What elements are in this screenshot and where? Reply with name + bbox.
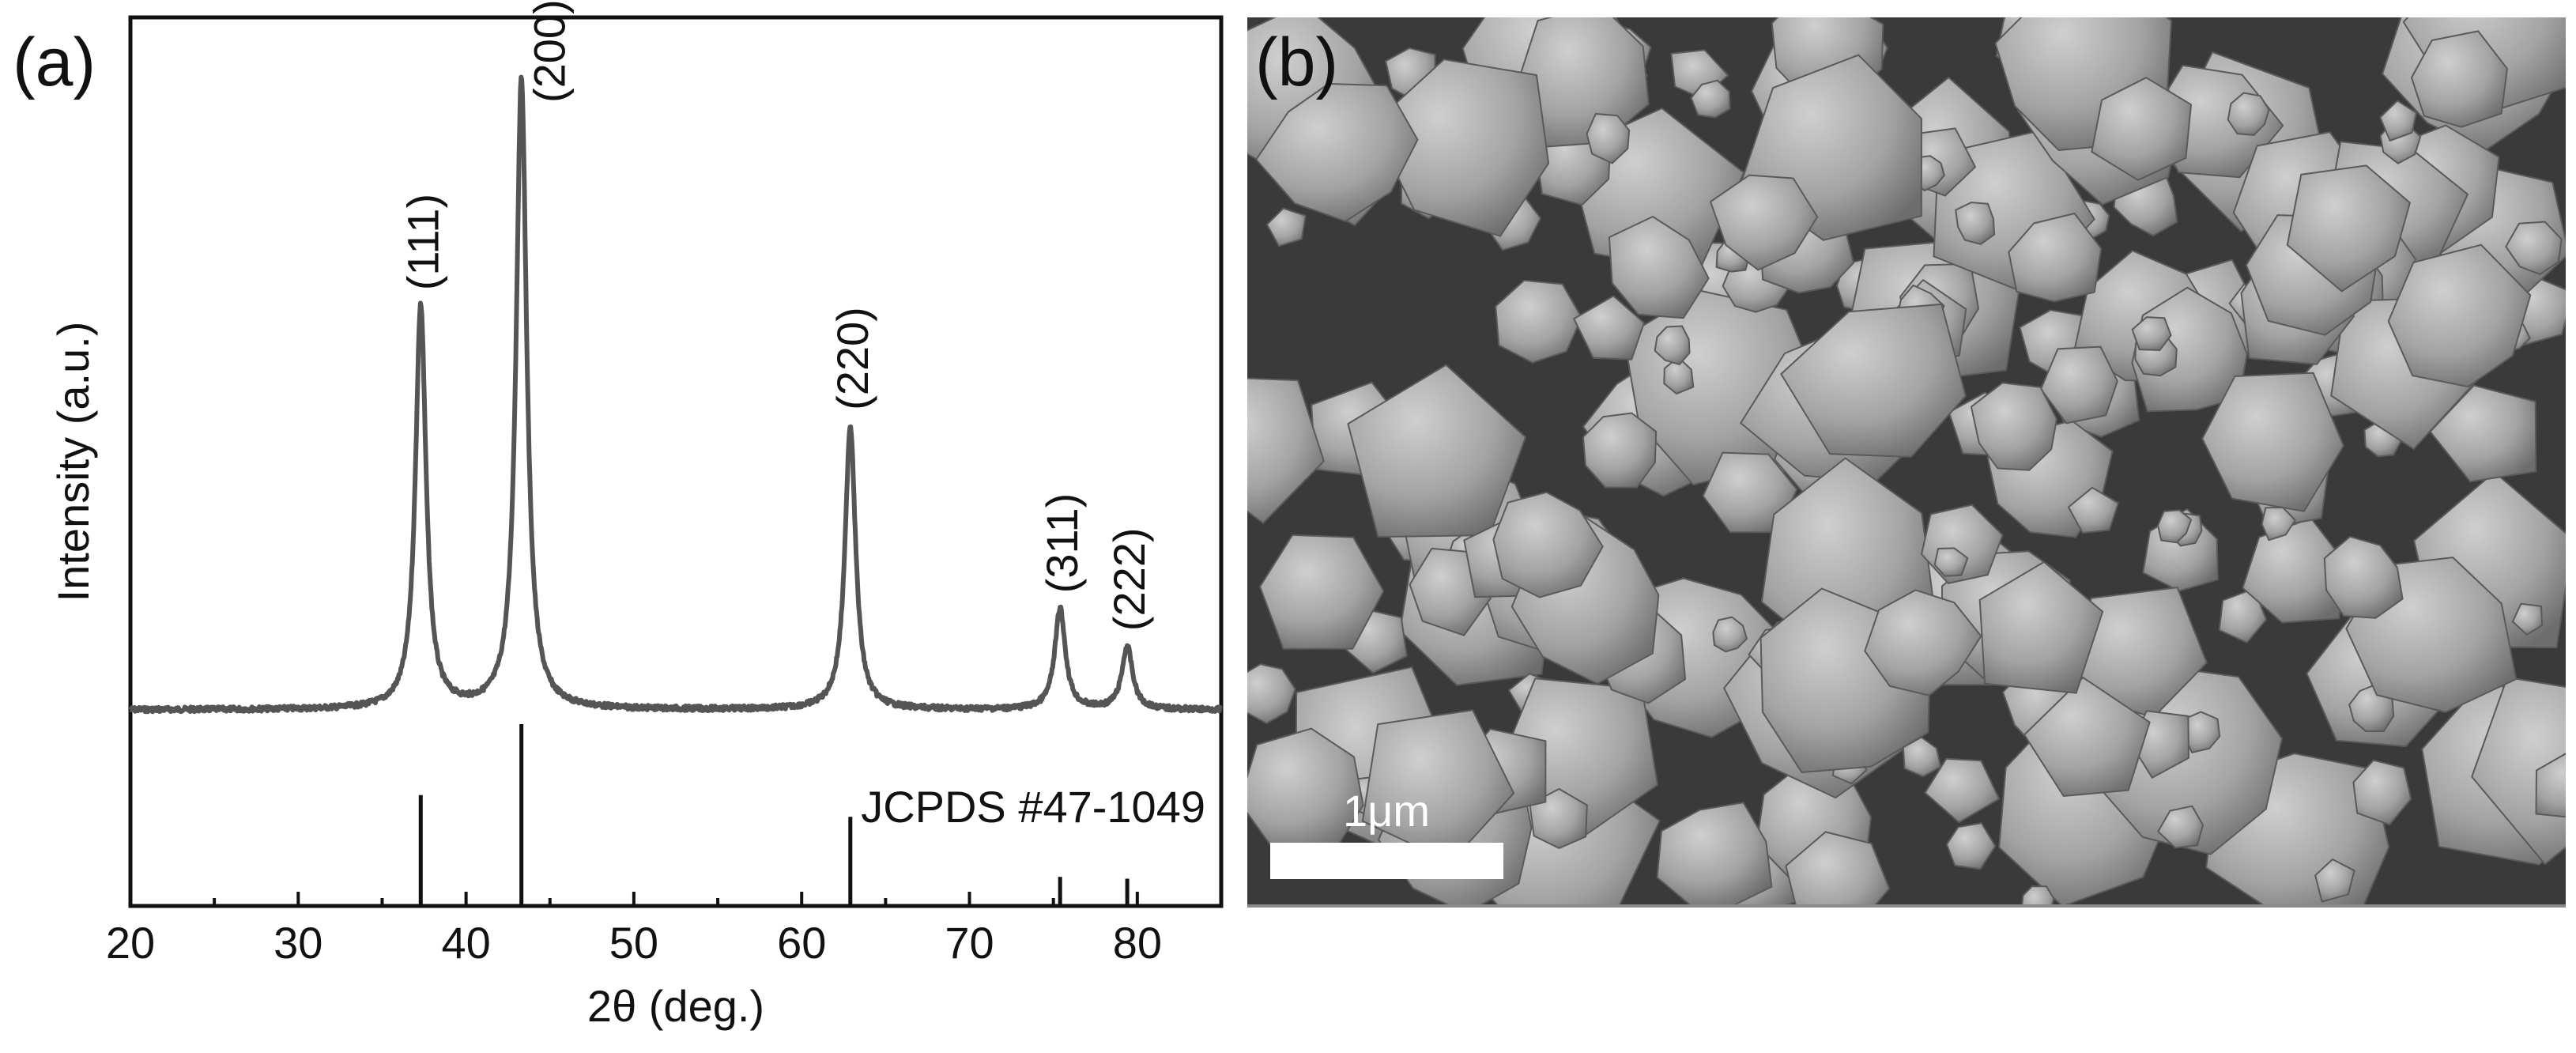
x-tick-label: 60	[777, 918, 826, 968]
xrd-pattern-line	[128, 74, 1223, 715]
peak-label: (222)	[1104, 527, 1154, 631]
sem-grain	[2314, 859, 2355, 903]
sem-grain	[1924, 757, 2001, 824]
sem-grain	[2286, 164, 2411, 292]
sem-grain	[1582, 412, 1658, 489]
x-tick-label: 50	[609, 918, 658, 968]
sem-grain	[2323, 535, 2404, 619]
sem-grain	[2429, 384, 2537, 483]
sem-grain	[1978, 560, 2104, 694]
plot-frame	[128, 15, 1224, 908]
sem-grain	[1654, 325, 1691, 365]
sem-grain	[2352, 759, 2412, 826]
peak-label: (200)	[525, 0, 575, 103]
sem-grain	[2379, 100, 2418, 142]
peak-label: (220)	[828, 307, 877, 410]
sem-grain	[2201, 372, 2344, 512]
sem-grain	[1785, 831, 1891, 906]
sem-grain	[1247, 377, 1325, 524]
sem-grain	[2261, 507, 2296, 542]
sem-grain	[2411, 30, 2508, 128]
sem-grain	[2021, 885, 2055, 906]
x-tick-label: 70	[945, 918, 994, 968]
x-tick-label: 80	[1113, 918, 1162, 968]
sem-grain	[1663, 357, 1695, 395]
sem-grain	[2471, 676, 2566, 866]
peak-labels: (111) (200) (220) (311) (222)	[398, 0, 1154, 631]
sem-grain	[2008, 213, 2103, 303]
panel-b-label: (b)	[1255, 25, 1338, 100]
sem-grain	[2091, 77, 2192, 181]
peak-label: (311)	[1037, 493, 1087, 594]
x-tick-label: 20	[106, 918, 155, 968]
sem-grain	[2157, 805, 2204, 849]
reference-lines	[418, 724, 1130, 906]
x-tick-label: 40	[441, 918, 490, 968]
sem-grain	[1955, 202, 1996, 245]
sem-grain	[1573, 295, 1645, 360]
sem-grain	[1710, 174, 1819, 271]
sem-grain	[1933, 547, 1969, 577]
sem-grain	[1492, 491, 1604, 598]
sem-grain	[1247, 663, 1296, 724]
sem-grain	[1690, 79, 1731, 119]
scale-bar-label: 1μm	[1343, 786, 1430, 836]
sem-grain	[1864, 589, 1982, 696]
x-axis-title: 2θ (deg.)	[587, 981, 764, 1031]
sem-grain	[1712, 616, 1748, 653]
sem-grain	[1347, 364, 1527, 538]
sem-grain	[2535, 753, 2566, 818]
x-tick-label: 30	[273, 918, 322, 968]
sem-grain	[1970, 382, 2057, 471]
sem-grain	[2131, 316, 2172, 351]
scale-bar	[1270, 843, 1503, 879]
reference-label: JCPDS #47-1049	[861, 782, 1205, 832]
sem-grain	[1255, 83, 1419, 222]
panel-a-label: (a)	[13, 25, 96, 100]
sem-grain	[1265, 207, 1307, 247]
sem-grain	[2227, 92, 2270, 136]
peak-label: (111)	[398, 194, 447, 290]
xrd-plot: 20 30 40 50 60 70 80 (111) (200) (220) (311) (222)…	[48, 0, 1224, 1031]
sem-grain	[1586, 113, 1631, 164]
sem-grain	[1259, 534, 1385, 650]
sem-grain	[1495, 279, 1582, 364]
sem-grain	[2387, 243, 2532, 388]
sem-grain	[2067, 486, 2119, 534]
sem-grain	[2511, 602, 2544, 636]
sem-grain	[1945, 822, 1997, 870]
y-axis-title: Intensity (a.u.)	[48, 322, 98, 602]
sem-grain	[1656, 802, 1773, 906]
sem-micrograph: (b) 1μm	[1247, 17, 2566, 908]
sem-grain	[1780, 303, 1967, 458]
sem-grains	[1247, 17, 2566, 906]
sem-grain	[2157, 509, 2193, 544]
sem-grain	[1608, 216, 1710, 319]
sem-grain	[2505, 221, 2563, 275]
x-axis-ticks: 20 30 40 50 60 70 80	[106, 892, 1223, 968]
